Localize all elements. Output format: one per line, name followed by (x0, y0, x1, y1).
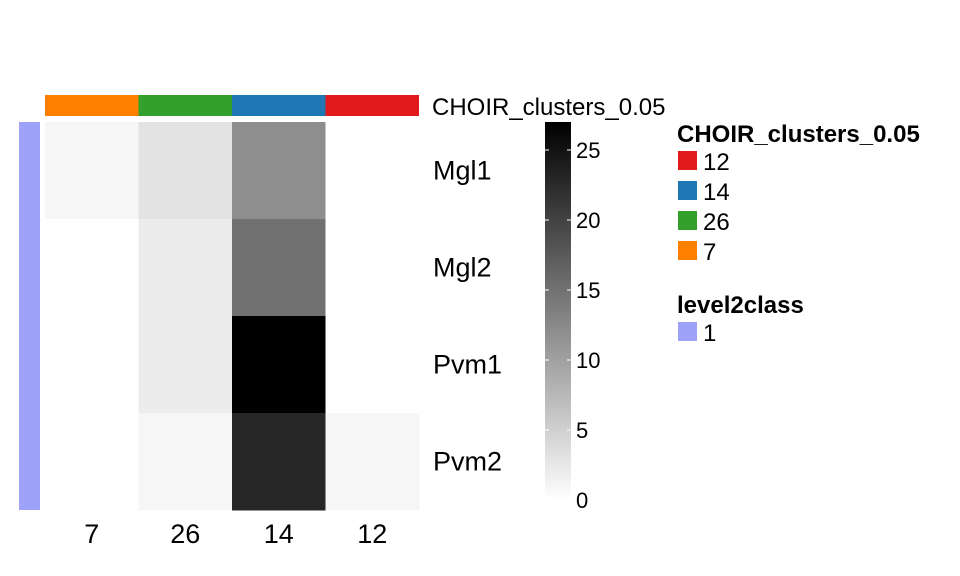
column-annotation-bar (45, 95, 419, 116)
legend-label: 7 (703, 239, 716, 266)
legend-label: 26 (703, 209, 730, 236)
heatmap-cell (325, 122, 420, 220)
heatmap-cell (45, 413, 139, 511)
heatmap-cell (45, 122, 139, 220)
row-annotation-cell (19, 122, 40, 219)
heatmap-cell (232, 413, 326, 511)
colorbar-tick-label: 25 (576, 138, 600, 163)
colorbar-tick-label: 10 (576, 348, 600, 373)
column-label: 7 (84, 519, 99, 549)
legend-label: 12 (703, 149, 730, 176)
legend-swatch (678, 241, 697, 260)
colorbar-gradient (545, 122, 571, 500)
legend-title: level2class (677, 292, 804, 319)
column-label: 12 (357, 519, 387, 549)
heatmap-cell (232, 219, 326, 317)
row-label: Pvm2 (433, 447, 502, 477)
heatmap-cells (45, 122, 420, 511)
column-annotation-cell (45, 95, 139, 116)
colorbar-tick-label: 15 (576, 278, 600, 303)
column-annotation-cell (138, 95, 232, 116)
legend-label: 1 (703, 320, 716, 347)
legend-swatch (678, 211, 697, 230)
row-label: Mgl2 (433, 253, 492, 283)
column-label: 14 (264, 519, 294, 549)
heatmap-cell (232, 316, 326, 414)
row-annotation-cell (19, 219, 40, 316)
legend-swatch (678, 322, 697, 341)
column-annotation-cell (232, 95, 326, 116)
row-label: Mgl1 (433, 156, 492, 186)
heatmap-cell (45, 316, 139, 414)
row-annotation-cell (19, 316, 40, 413)
colorbar-tick-label: 5 (576, 418, 588, 443)
row-labels: Mgl1 Mgl2 Pvm1 Pvm2 (433, 156, 502, 477)
row-annotation-cell (19, 413, 40, 510)
column-label: 26 (170, 519, 200, 549)
heatmap-cell (138, 316, 233, 414)
legend-label: 14 (703, 179, 730, 206)
legend-title: CHOIR_clusters_0.05 (677, 121, 920, 148)
legend-swatch (678, 151, 697, 170)
column-annotation-cell (325, 95, 419, 116)
heatmap-cell (325, 316, 420, 414)
heatmap-cell (138, 122, 233, 220)
colorbar-tick-label: 20 (576, 208, 600, 233)
heatmap-cell (325, 413, 420, 511)
heatmap-cell (45, 219, 139, 317)
colorbar-ticks: 0 5 10 15 20 25 (545, 138, 600, 513)
column-labels: 7 26 14 12 (84, 519, 387, 549)
row-annotation-bar (19, 122, 40, 510)
colorbar: 0 5 10 15 20 25 (545, 122, 600, 513)
heatmap-cell (232, 122, 326, 220)
colorbar-tick-label: 0 (576, 488, 588, 513)
column-annotation-label: CHOIR_clusters_0.05 (432, 94, 665, 121)
legend-swatch (678, 181, 697, 200)
row-label: Pvm1 (433, 350, 502, 380)
heatmap-cell (325, 219, 420, 317)
heatmap-cell (138, 219, 233, 317)
heatmap-cell (138, 413, 233, 511)
